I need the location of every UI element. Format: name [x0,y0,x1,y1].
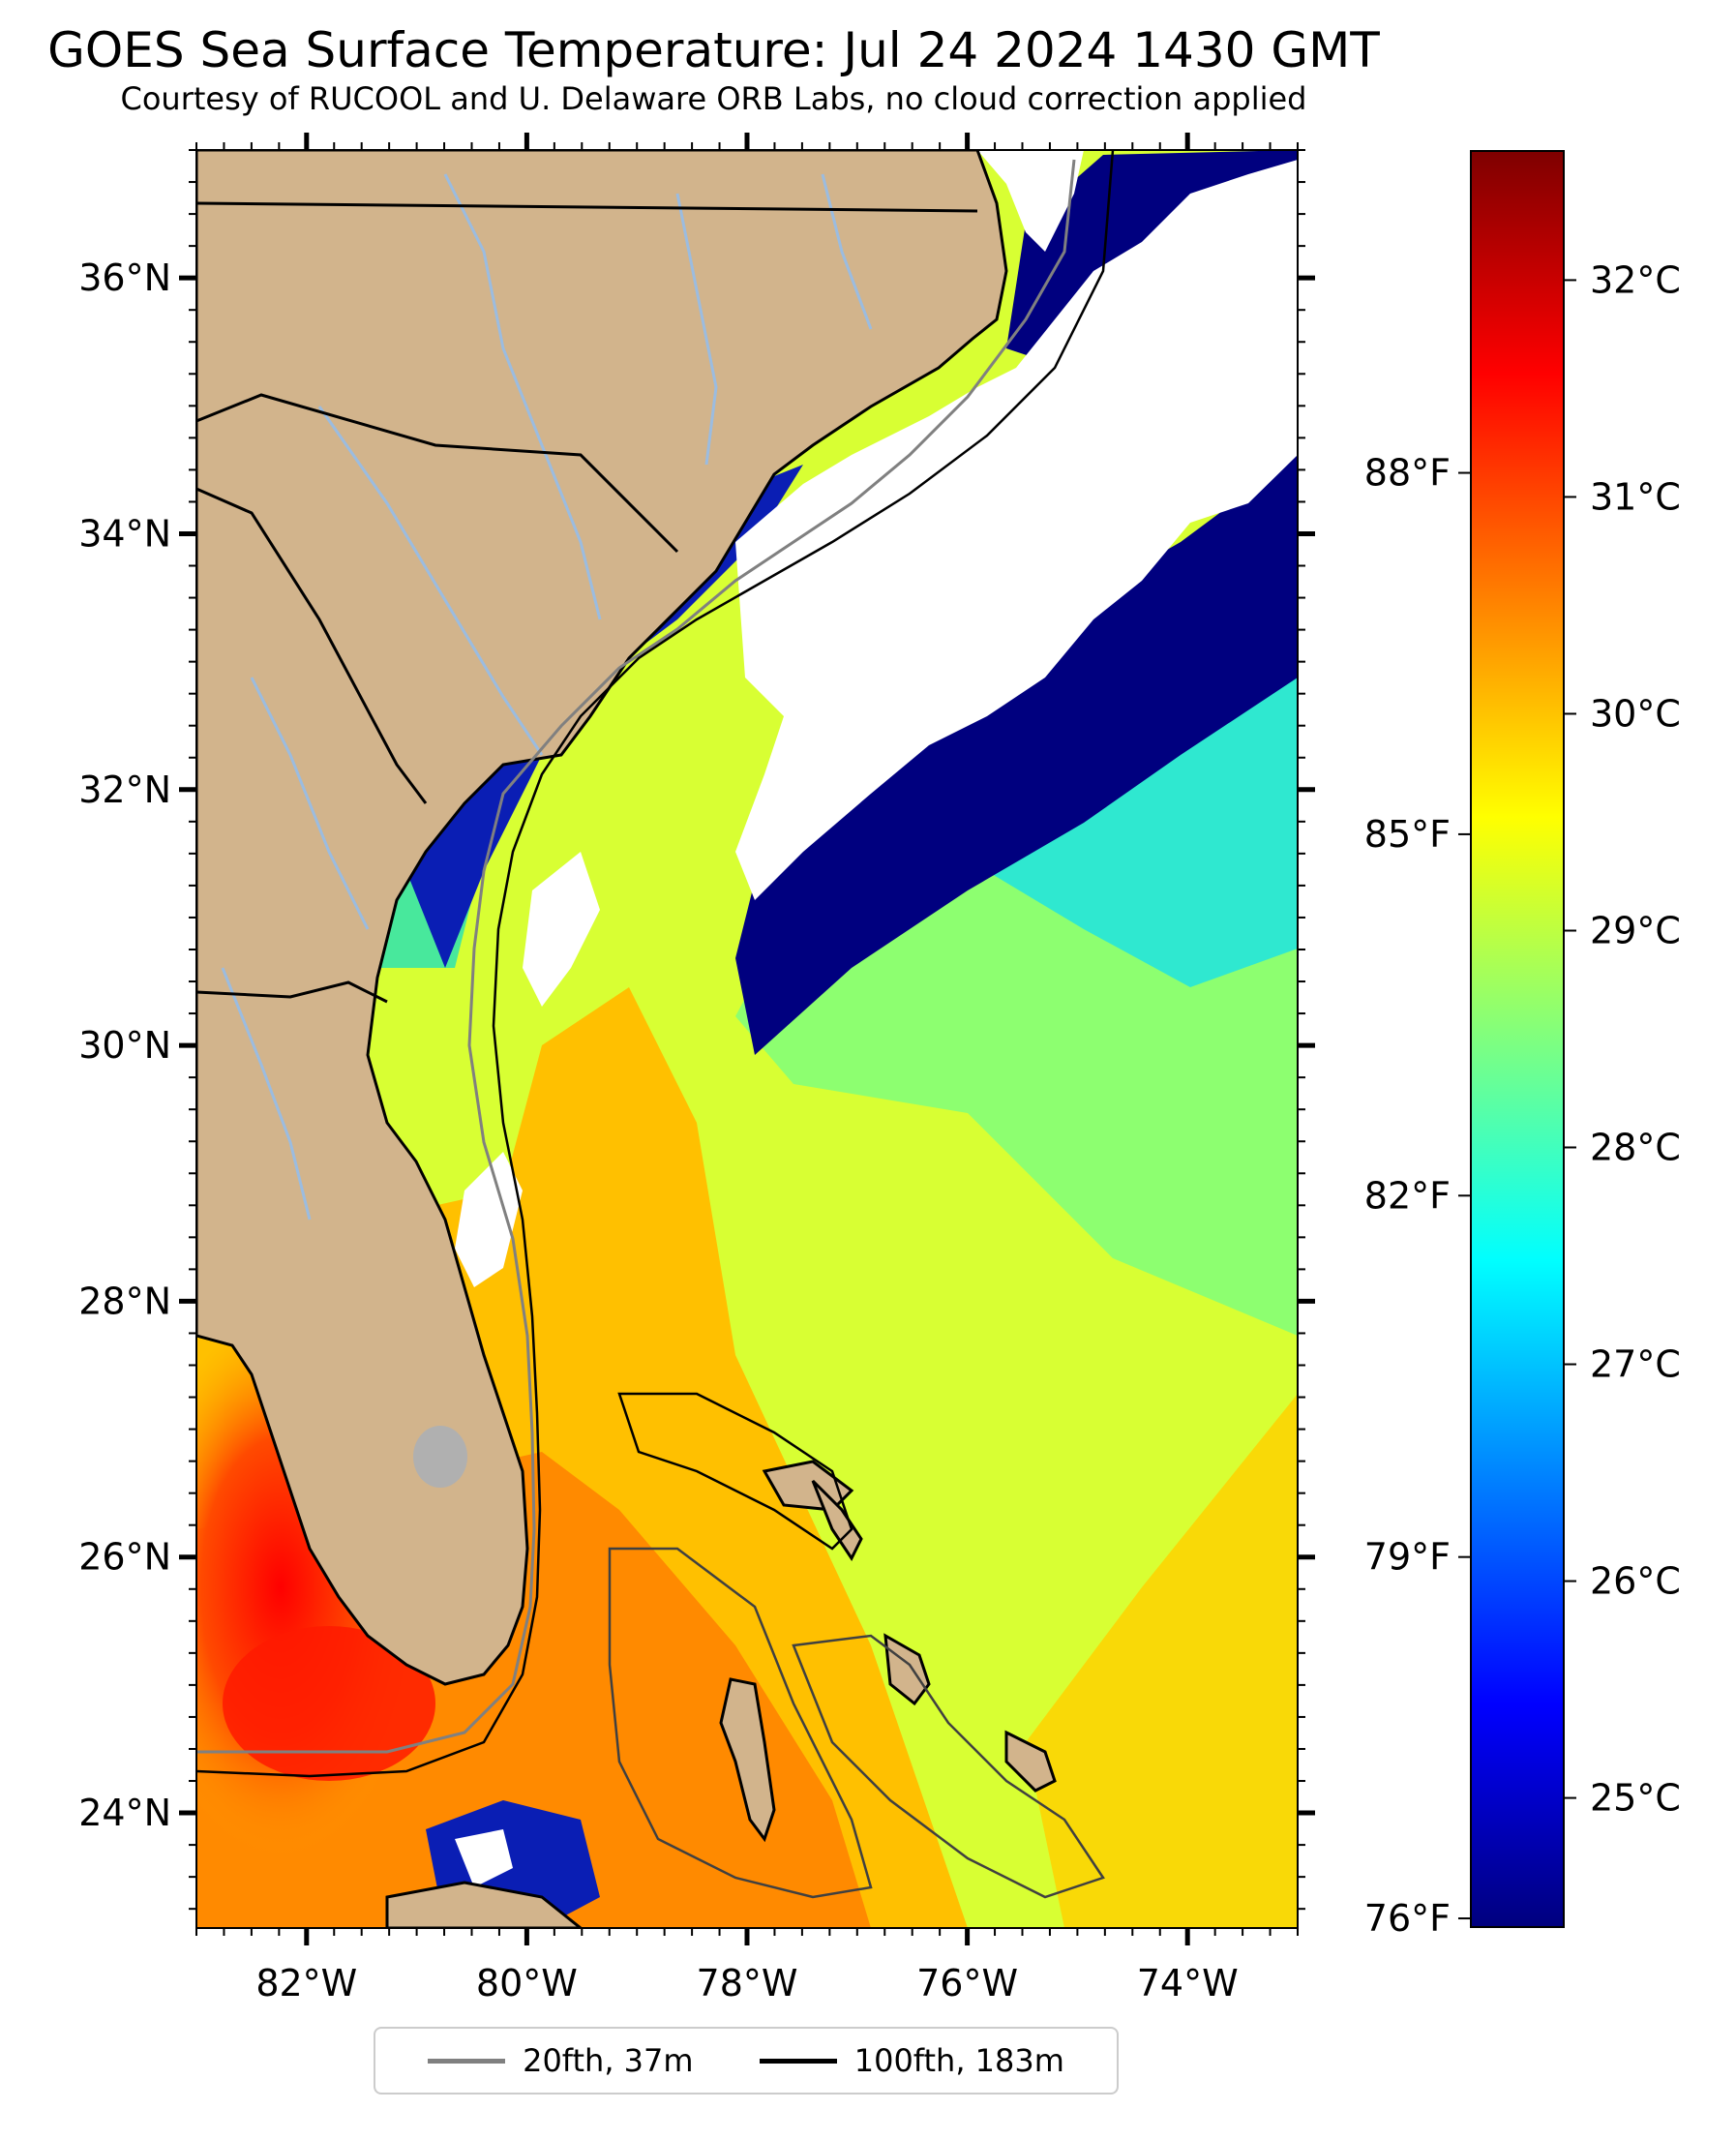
colorbar-tick-label: 26°C [1590,1560,1681,1603]
colorbar-tick-label: 29°C [1590,909,1681,951]
legend-line-20fth [428,2058,506,2064]
isobath-100fth [196,150,1115,1778]
lat-tick-label: 26°N [78,1536,171,1579]
island-abaco [811,1479,863,1561]
fahrenheit-tick-label: 85°F [1364,813,1451,856]
minor-ticks [189,142,1305,1936]
lon-tick-label: 82°W [255,1962,357,2004]
legend-label-20fth: 20fth, 37m [523,2042,694,2079]
cloud-mass [735,160,1298,900]
legend-label-100fth: 100fth, 183m [853,2042,1064,2079]
legend-item-20fth: 20fth, 37m [428,2042,694,2079]
lat-tick-label: 32°N [78,769,171,811]
map-layers [196,150,1298,1928]
cloud-coastal-fl-2 [523,852,600,1007]
lon-tick-label: 76°W [916,1962,1018,2004]
colorbar-tick-label: 31°C [1590,475,1681,518]
legend: 20fth, 37m 100fth, 183m [374,2027,1119,2095]
isobath-bahamas-3 [792,1634,1105,1899]
island-eleuthera [883,1633,931,1706]
lat-tick-label: 30°N [78,1024,171,1067]
ocean-red-florida-bay-2 [223,1626,435,1781]
lake-okeechobee [413,1426,467,1488]
longitude-axis: 82°W 80°W 78°W 76°W 74°W [255,133,1239,2004]
lon-tick-label: 80°W [476,1962,578,2004]
rivers [221,173,873,1221]
chart-title: GOES Sea Surface Temperature: Jul 24 202… [47,22,1380,78]
chart-subtitle: Courtesy of RUCOOL and U. Delaware ORB L… [120,80,1307,117]
state-borders [196,201,978,1004]
latitude-axis: 24°N 26°N 28°N 30°N 32°N 34°N 36°N [78,256,1315,1834]
fahrenheit-tick-label: 82°F [1364,1174,1451,1217]
nodata-blue-band [735,455,1298,1055]
ocean-warm-east [1026,1394,1298,1928]
fahrenheit-tick-label: 88°F [1364,452,1451,495]
legend-line-100fth [759,2058,837,2064]
lat-tick-label: 24°N [78,1792,171,1834]
lat-tick-label: 36°N [78,256,171,299]
lat-tick-label: 34°N [78,512,171,555]
fahrenheit-tick-label: 76°F [1364,1897,1451,1940]
land-mainland [196,150,1008,1686]
lon-tick-label: 74°W [1137,1962,1239,2004]
lon-tick-label: 78°W [697,1962,798,2004]
cloud-coastal-ne [977,150,1084,252]
legend-item-100fth: 100fth, 183m [759,2042,1064,2079]
nodata-blue-nearshore [406,465,803,968]
colorbar-axis: 25°C 26°C 27°C 28°C 29°C 30°C 31°C 32°C [1565,258,1681,1820]
lat-tick-label: 28°N [78,1280,171,1322]
colorbar-tick-label: 25°C [1590,1777,1681,1820]
colorbar-tick-label: 27°C [1590,1343,1681,1386]
island-andros [719,1677,776,1843]
cloud-keys [455,1829,513,1887]
fahrenheit-axis: 76°F 79°F 82°F 85°F 88°F [1364,452,1470,1940]
fahrenheit-tick-label: 79°F [1364,1536,1451,1579]
colorbar [1470,150,1565,1928]
isobath-20fth [196,159,1076,1754]
cloud-coastal-fl [455,1152,523,1287]
isobath-bahamas-2 [608,1547,873,1899]
island-cuba-edge [385,1881,584,1928]
colorbar-tick-label: 30°C [1590,692,1681,735]
colorbar-tick-label: 28°C [1590,1127,1681,1169]
colorbar-tick-label: 32°C [1590,258,1681,301]
isobath-bahamas-1 [617,1392,853,1551]
island-exuma [1004,1730,1057,1793]
